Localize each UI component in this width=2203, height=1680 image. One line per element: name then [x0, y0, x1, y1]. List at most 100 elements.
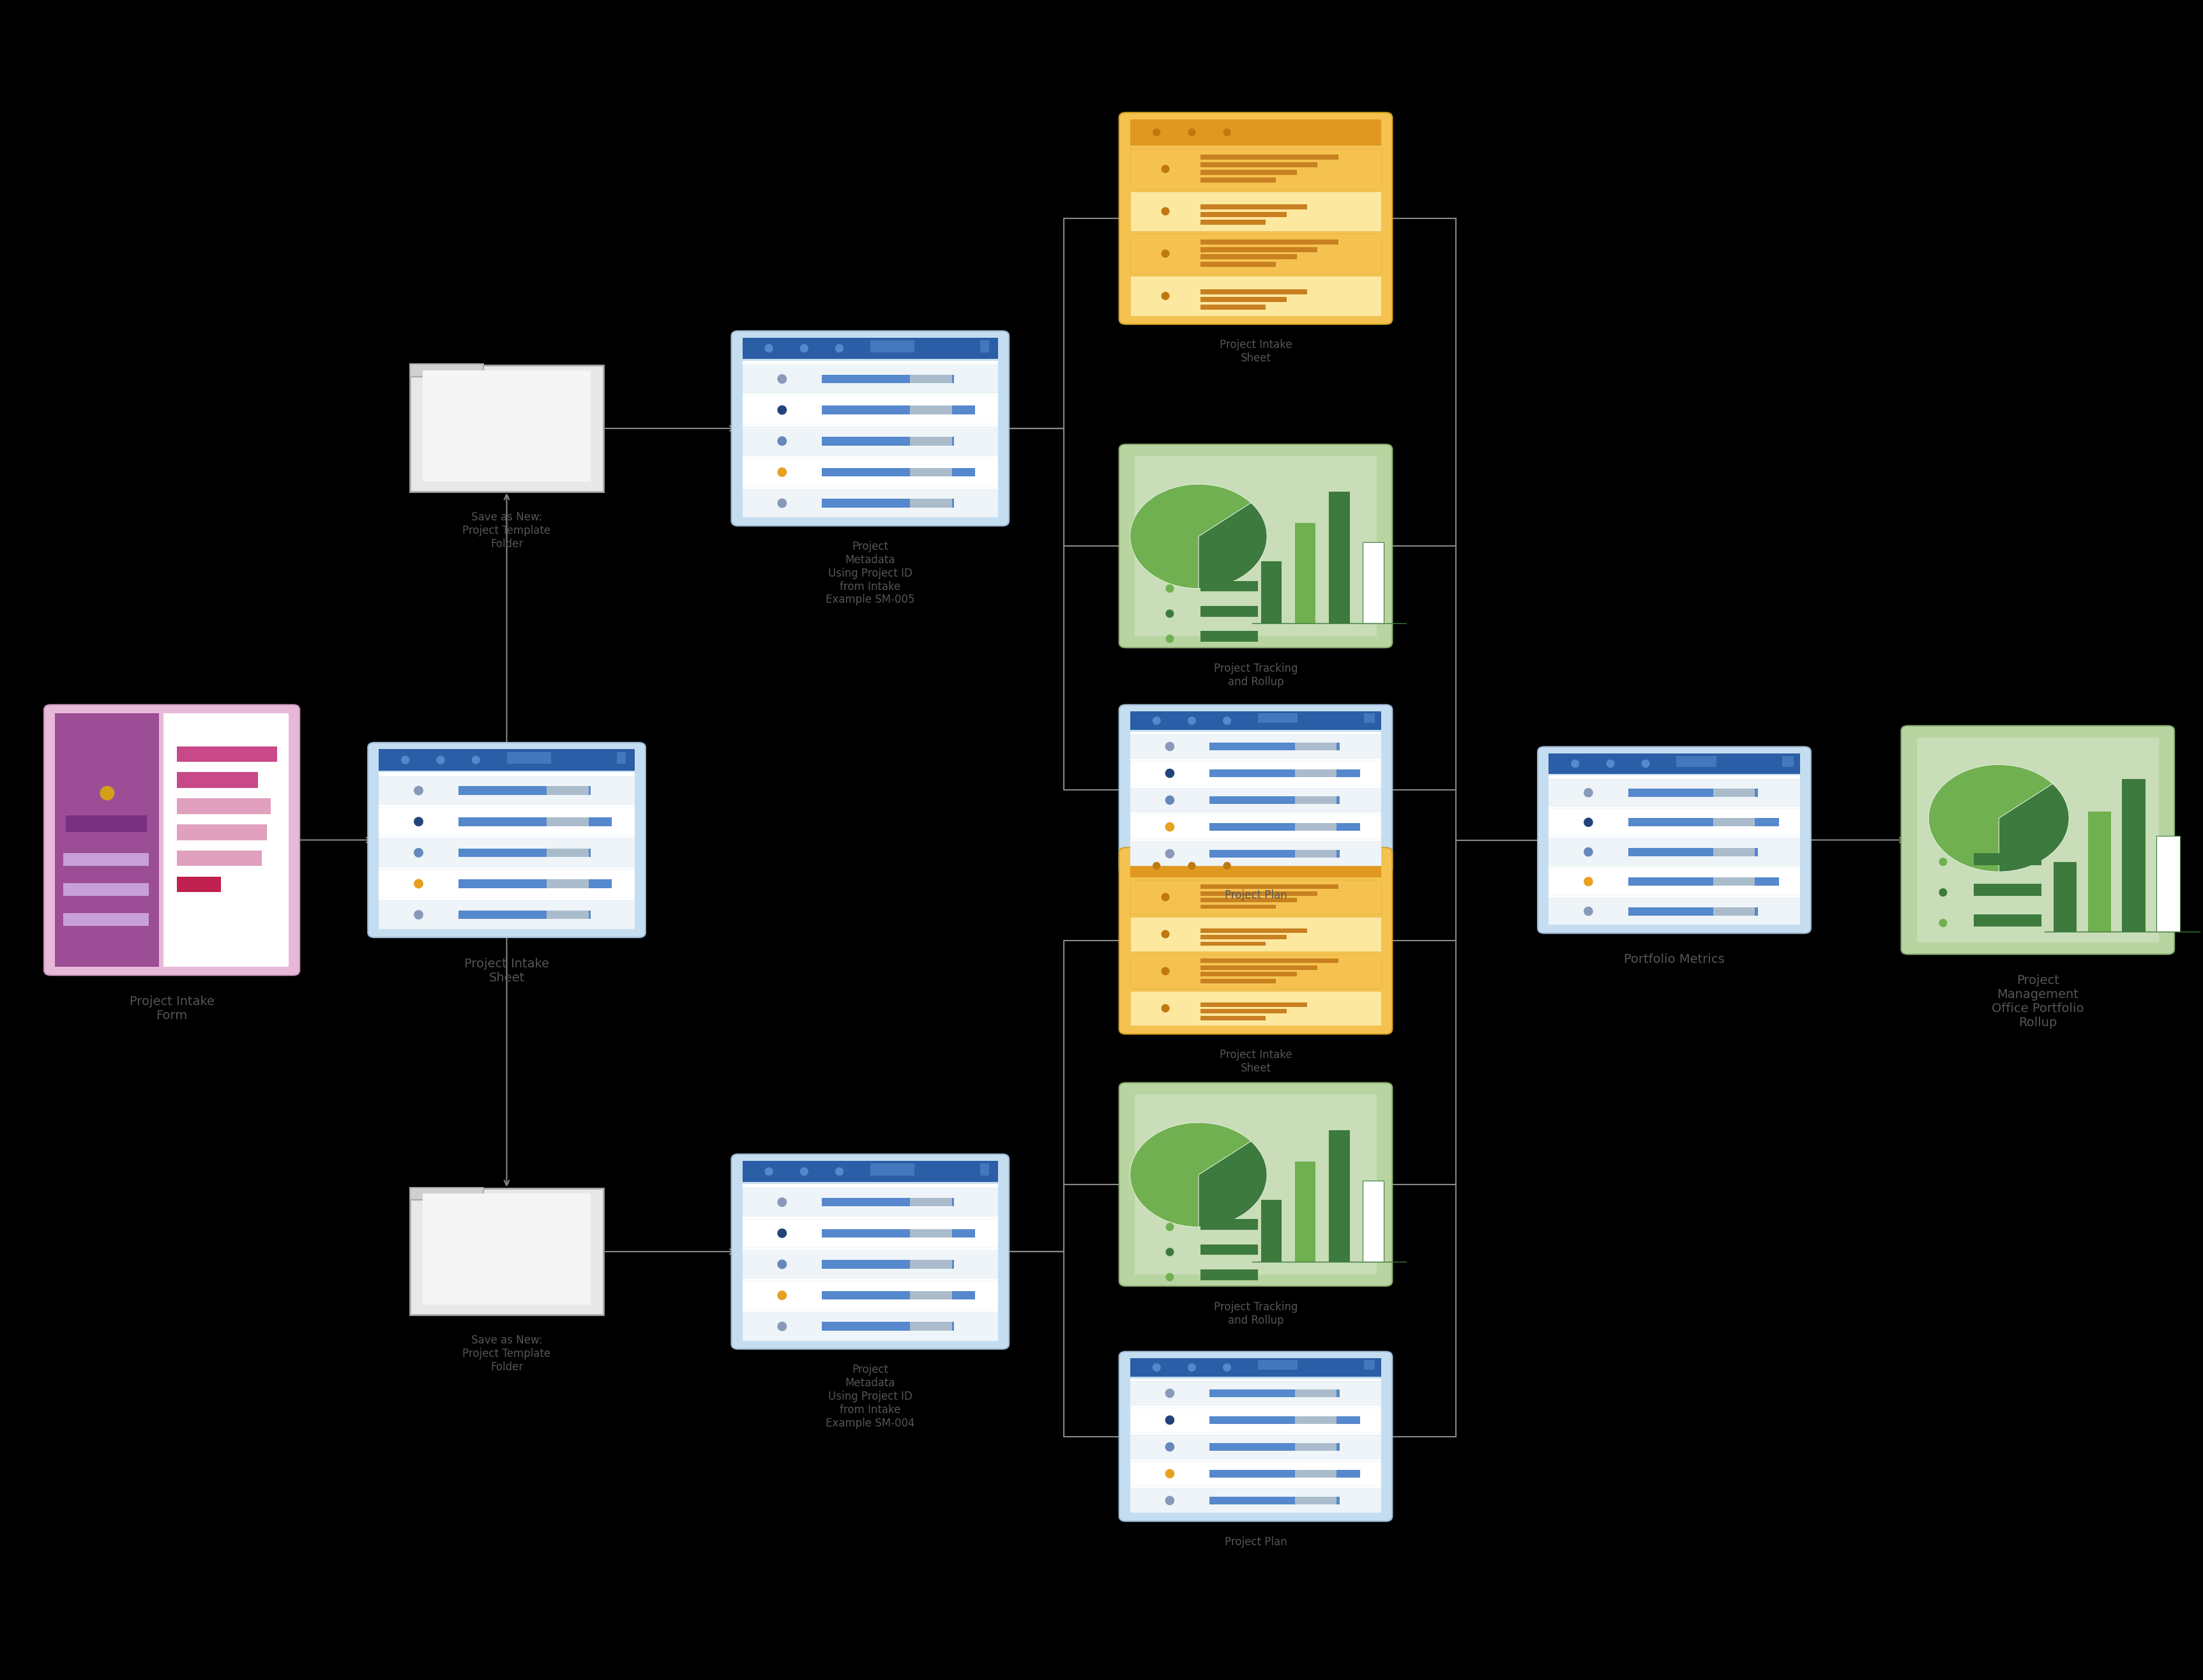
- FancyBboxPatch shape: [910, 499, 952, 507]
- FancyBboxPatch shape: [870, 341, 989, 353]
- FancyBboxPatch shape: [742, 1282, 998, 1310]
- Ellipse shape: [1223, 1362, 1231, 1371]
- FancyBboxPatch shape: [1201, 297, 1287, 302]
- Ellipse shape: [1223, 128, 1231, 136]
- FancyBboxPatch shape: [546, 911, 588, 919]
- FancyBboxPatch shape: [1364, 543, 1383, 623]
- FancyBboxPatch shape: [1201, 929, 1306, 932]
- FancyBboxPatch shape: [914, 1164, 980, 1176]
- Ellipse shape: [1161, 1005, 1170, 1013]
- FancyBboxPatch shape: [1119, 1351, 1392, 1522]
- FancyBboxPatch shape: [1130, 712, 1381, 729]
- FancyBboxPatch shape: [910, 1322, 952, 1331]
- FancyBboxPatch shape: [1628, 818, 1778, 827]
- FancyBboxPatch shape: [1130, 734, 1381, 759]
- FancyBboxPatch shape: [742, 1184, 998, 1341]
- FancyBboxPatch shape: [546, 848, 588, 857]
- Ellipse shape: [778, 1322, 786, 1331]
- Ellipse shape: [1161, 165, 1170, 173]
- Ellipse shape: [1152, 1362, 1161, 1371]
- Ellipse shape: [1152, 128, 1161, 136]
- Text: Project Intake
Sheet: Project Intake Sheet: [465, 958, 549, 984]
- FancyBboxPatch shape: [1714, 907, 1756, 916]
- Text: Save as New:
Project Template
Folder: Save as New: Project Template Folder: [463, 1336, 551, 1373]
- FancyBboxPatch shape: [1130, 761, 1381, 786]
- Ellipse shape: [1187, 1362, 1196, 1371]
- FancyBboxPatch shape: [410, 365, 482, 376]
- FancyBboxPatch shape: [1295, 1443, 1337, 1450]
- Ellipse shape: [778, 437, 786, 445]
- Wedge shape: [1130, 1122, 1251, 1226]
- FancyBboxPatch shape: [1201, 247, 1317, 252]
- FancyBboxPatch shape: [1298, 1359, 1364, 1369]
- Ellipse shape: [401, 756, 410, 764]
- FancyBboxPatch shape: [1295, 1416, 1337, 1425]
- FancyBboxPatch shape: [379, 870, 634, 899]
- FancyBboxPatch shape: [1130, 1381, 1381, 1406]
- FancyBboxPatch shape: [1549, 776, 1800, 924]
- FancyBboxPatch shape: [410, 1189, 604, 1314]
- Ellipse shape: [414, 786, 423, 795]
- FancyBboxPatch shape: [1328, 492, 1350, 623]
- FancyBboxPatch shape: [1201, 205, 1306, 210]
- Ellipse shape: [778, 1290, 786, 1300]
- FancyBboxPatch shape: [1135, 457, 1377, 637]
- FancyBboxPatch shape: [1201, 220, 1265, 225]
- FancyBboxPatch shape: [1628, 848, 1758, 857]
- FancyBboxPatch shape: [410, 366, 604, 492]
- FancyBboxPatch shape: [910, 467, 952, 477]
- FancyBboxPatch shape: [1130, 1435, 1381, 1460]
- FancyBboxPatch shape: [1549, 897, 1800, 924]
- FancyBboxPatch shape: [1119, 445, 1392, 648]
- FancyBboxPatch shape: [910, 405, 952, 415]
- FancyBboxPatch shape: [458, 786, 590, 795]
- FancyBboxPatch shape: [1130, 917, 1381, 951]
- Ellipse shape: [778, 1198, 786, 1206]
- Ellipse shape: [1161, 968, 1170, 976]
- FancyBboxPatch shape: [1201, 632, 1258, 642]
- FancyBboxPatch shape: [2088, 811, 2110, 932]
- Ellipse shape: [414, 879, 423, 889]
- Ellipse shape: [764, 344, 773, 353]
- FancyBboxPatch shape: [742, 396, 998, 425]
- FancyBboxPatch shape: [1295, 1470, 1337, 1477]
- FancyBboxPatch shape: [1201, 941, 1265, 946]
- FancyBboxPatch shape: [742, 1188, 998, 1216]
- FancyBboxPatch shape: [870, 1164, 989, 1176]
- FancyBboxPatch shape: [176, 850, 262, 867]
- FancyBboxPatch shape: [1714, 877, 1756, 885]
- FancyBboxPatch shape: [176, 773, 258, 788]
- FancyBboxPatch shape: [1295, 522, 1315, 623]
- FancyBboxPatch shape: [1676, 756, 1793, 768]
- Ellipse shape: [778, 499, 786, 507]
- Ellipse shape: [1584, 907, 1593, 916]
- FancyBboxPatch shape: [1549, 838, 1800, 865]
- FancyBboxPatch shape: [1209, 796, 1339, 803]
- FancyBboxPatch shape: [1201, 934, 1287, 939]
- FancyBboxPatch shape: [423, 371, 590, 482]
- FancyBboxPatch shape: [1295, 796, 1337, 803]
- FancyBboxPatch shape: [1201, 581, 1258, 591]
- FancyBboxPatch shape: [1201, 1010, 1287, 1013]
- FancyBboxPatch shape: [742, 1161, 998, 1183]
- FancyBboxPatch shape: [1130, 954, 1381, 988]
- Ellipse shape: [1165, 822, 1174, 832]
- Wedge shape: [1198, 502, 1267, 588]
- FancyBboxPatch shape: [822, 437, 954, 445]
- FancyBboxPatch shape: [1628, 788, 1758, 796]
- Wedge shape: [1928, 764, 2053, 872]
- Ellipse shape: [1187, 716, 1196, 724]
- FancyBboxPatch shape: [822, 375, 954, 383]
- FancyBboxPatch shape: [1201, 262, 1276, 267]
- Ellipse shape: [1939, 919, 1947, 927]
- FancyBboxPatch shape: [742, 427, 998, 455]
- FancyBboxPatch shape: [1201, 1220, 1258, 1230]
- FancyBboxPatch shape: [1209, 1443, 1339, 1450]
- Ellipse shape: [1223, 862, 1231, 870]
- Text: Project Plan: Project Plan: [1225, 890, 1287, 900]
- FancyBboxPatch shape: [742, 459, 998, 487]
- Ellipse shape: [778, 1260, 786, 1268]
- FancyBboxPatch shape: [2053, 862, 2077, 932]
- FancyBboxPatch shape: [1549, 754, 1800, 774]
- Ellipse shape: [778, 467, 786, 477]
